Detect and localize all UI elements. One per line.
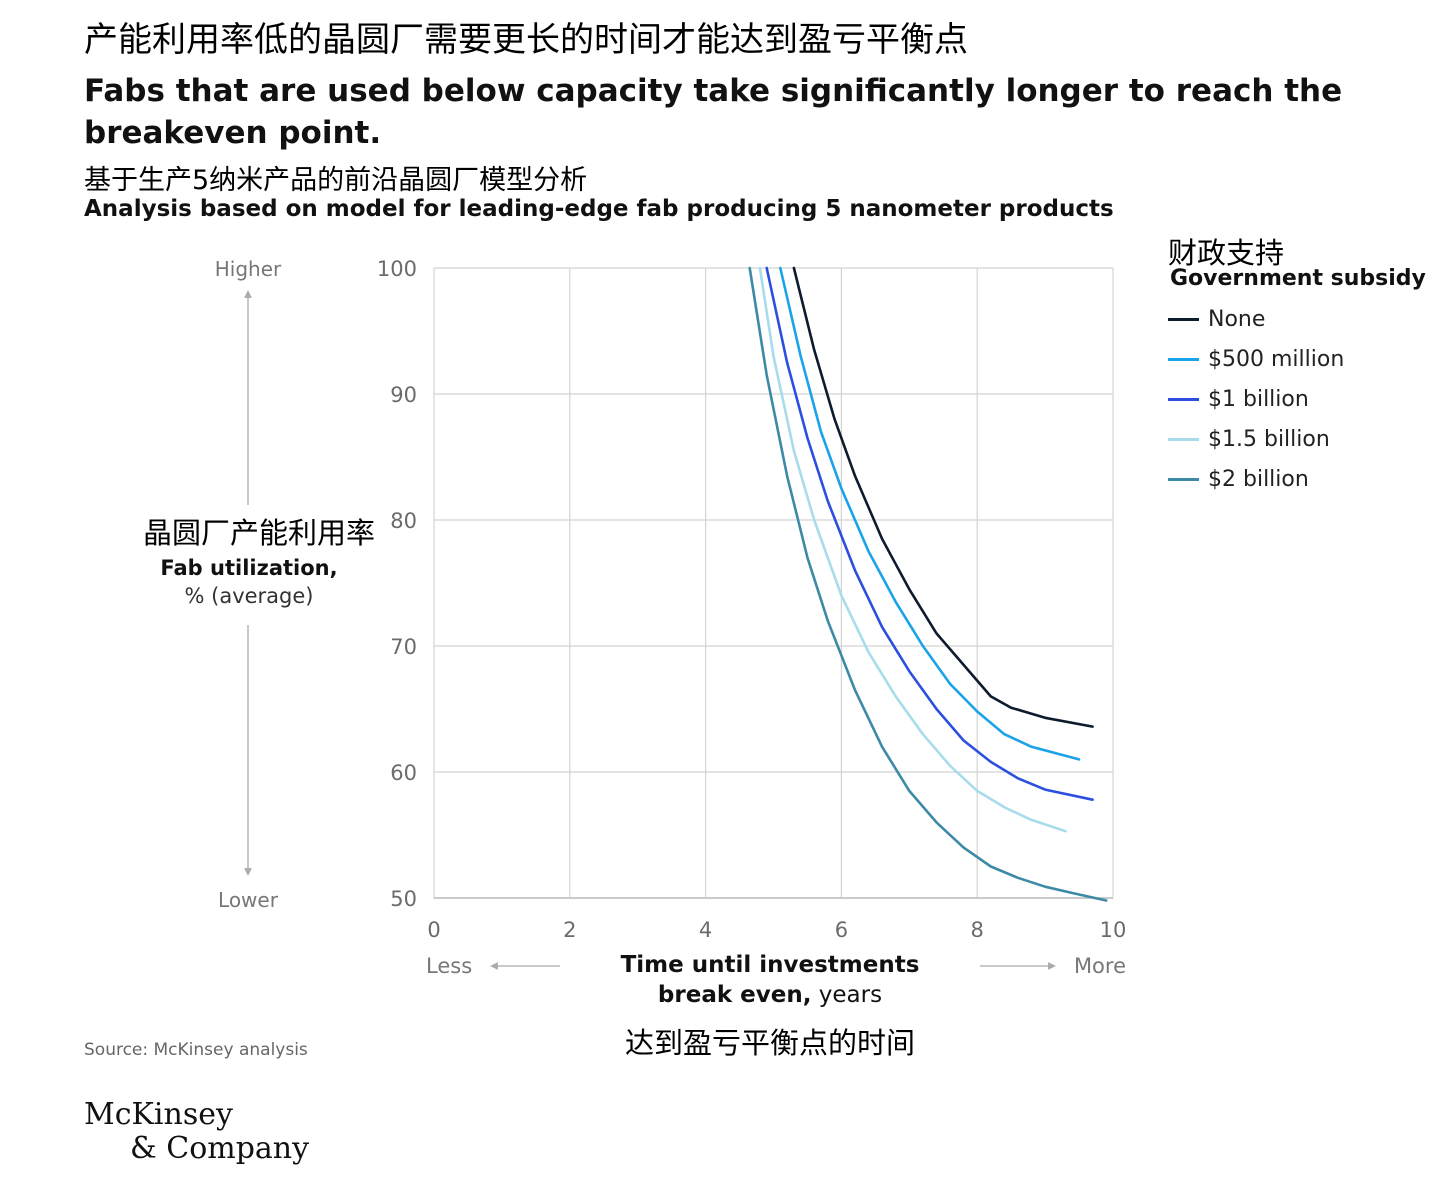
legend-swatch	[1168, 357, 1199, 361]
axis-side-annotations: Higher Lower Less More	[215, 257, 1126, 978]
y-axis-label-line1: Fab utilization,	[160, 556, 338, 580]
x-tick-label: 6	[835, 918, 848, 942]
x-axis-label-bold: break even,	[657, 982, 812, 1008]
legend-item: $500 million	[1168, 344, 1344, 374]
legend-item: $1.5 billion	[1168, 424, 1330, 454]
x-tick-label: 2	[563, 918, 576, 942]
x-axis-label-cn: 达到盈亏平衡点的时间	[624, 1026, 915, 1060]
title-en: Fabs that are used below capacity take s…	[84, 73, 1343, 151]
series-lines	[748, 266, 1108, 902]
source-note: Source: McKinsey analysis	[84, 1040, 308, 1060]
legend-swatch	[1168, 477, 1199, 481]
legend-item: None	[1168, 304, 1265, 334]
subtitle-cn: 基于生产5纳米产品的前沿晶圆厂模型分析	[84, 165, 588, 196]
y-tick-label: 90	[390, 383, 417, 407]
x-side-less-label: Less	[426, 954, 472, 978]
x-tick-label: 0	[427, 918, 440, 942]
x-tick-label: 4	[699, 918, 712, 942]
legend-label: $2 billion	[1208, 466, 1309, 492]
y-tick-label: 80	[390, 509, 417, 533]
company-logo: McKinsey & Company	[84, 1098, 309, 1166]
logo-line1: McKinsey	[84, 1097, 233, 1132]
y-axis-label-cn: 晶圆厂产能利用率	[142, 516, 375, 550]
legend-label: $1 billion	[1208, 386, 1309, 412]
legend-label: $1.5 billion	[1208, 426, 1330, 452]
series-line-4	[748, 266, 1108, 902]
legend-label: $500 million	[1208, 346, 1345, 372]
legend-swatch	[1168, 437, 1199, 441]
y-tick-label: 50	[390, 887, 417, 911]
x-axis-label-line2: break even, years	[560, 982, 980, 1008]
subtitle-en: Analysis based on model for leading-edge…	[84, 196, 1114, 222]
legend-swatch	[1168, 397, 1199, 401]
x-axis-label-unit: years	[811, 982, 883, 1008]
y-tick-label: 70	[390, 635, 417, 659]
legend-swatch	[1168, 317, 1199, 321]
y-tick-label: 100	[377, 257, 417, 281]
title-cn: 产能利用率低的晶圆厂需要更长的时间才能达到盈亏平衡点	[84, 20, 968, 60]
grid-lines	[433, 267, 1114, 899]
x-axis-label-line1: Time until investments	[560, 952, 980, 978]
y-axis-label-line2: % (average)	[184, 584, 314, 608]
logo-line2: & Company	[130, 1131, 310, 1166]
legend-item: $1 billion	[1168, 384, 1309, 414]
legend-label: None	[1208, 306, 1266, 332]
series-line-0	[792, 266, 1094, 728]
legend-title: Government subsidy	[1170, 266, 1426, 291]
y-side-low-label: Lower	[218, 888, 279, 912]
x-side-more-label: More	[1074, 954, 1126, 978]
x-tick-label: 10	[1100, 918, 1127, 942]
series-line-3	[758, 266, 1067, 833]
legend-title-cn: 财政支持	[1168, 236, 1285, 270]
y-tick-label: 60	[390, 761, 417, 785]
series-line-1	[778, 266, 1081, 761]
x-tick-label: 8	[971, 918, 984, 942]
y-side-high-label: Higher	[215, 257, 282, 281]
legend-item: $2 billion	[1168, 464, 1309, 494]
axis-ticks: 50 60 70 80 90 100 0 2 4 6 8 10	[377, 257, 1126, 942]
series-line-2	[765, 266, 1094, 802]
